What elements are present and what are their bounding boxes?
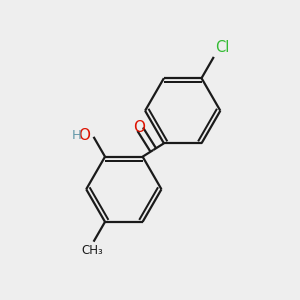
- Text: Cl: Cl: [215, 40, 230, 55]
- Text: O: O: [78, 128, 90, 143]
- Text: O: O: [133, 120, 145, 135]
- Text: H: H: [72, 129, 82, 142]
- Text: CH₃: CH₃: [81, 244, 103, 257]
